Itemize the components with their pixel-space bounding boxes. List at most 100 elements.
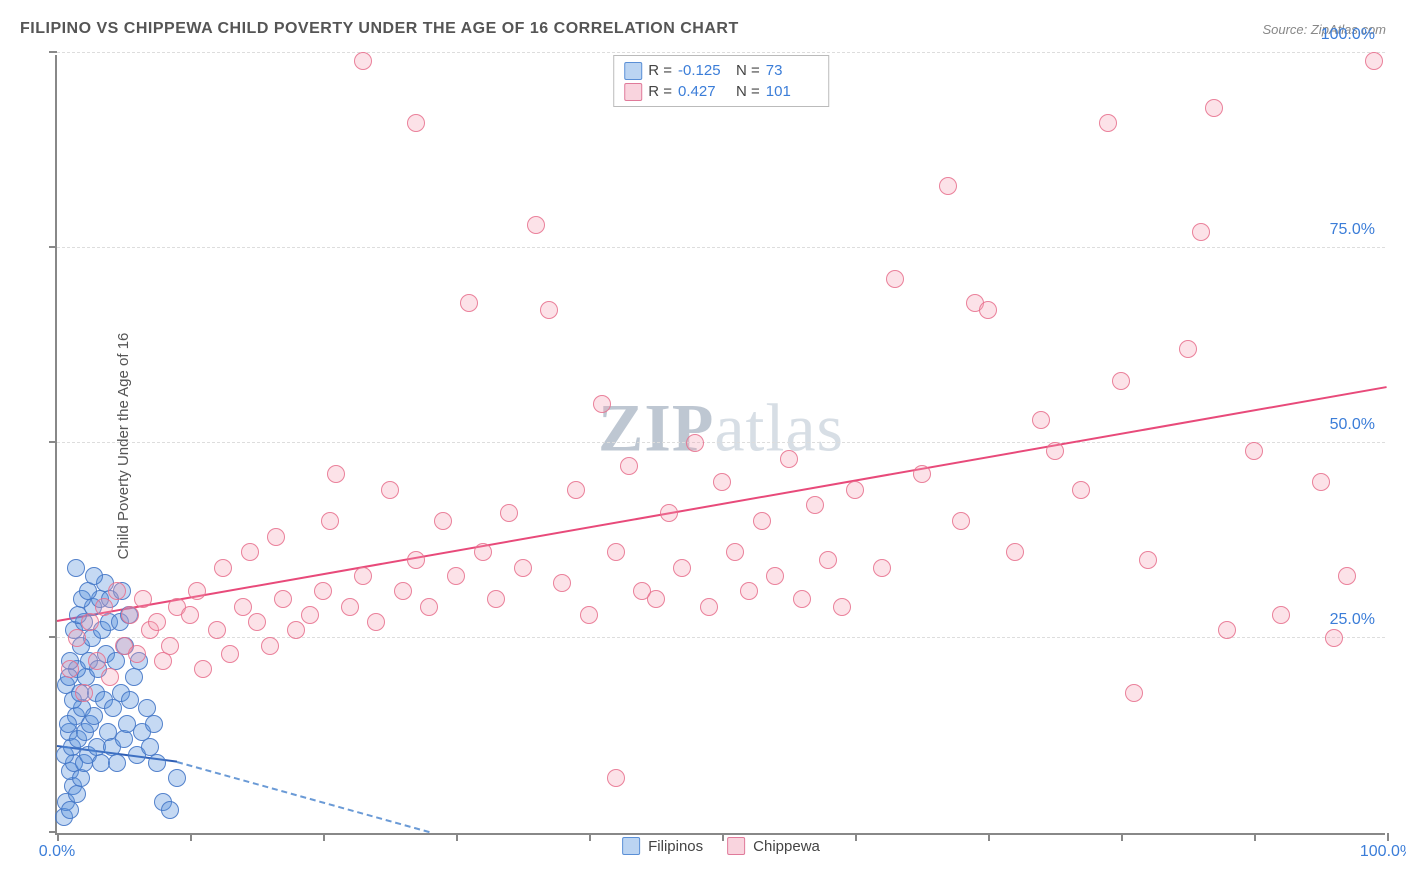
data-point [434, 512, 452, 530]
data-point [121, 691, 139, 709]
data-point [354, 52, 372, 70]
data-point [267, 528, 285, 546]
data-point [354, 567, 372, 585]
data-point [394, 582, 412, 600]
data-point [1272, 606, 1290, 624]
data-point [593, 395, 611, 413]
x-tick [1387, 833, 1389, 841]
trend-line [57, 386, 1387, 622]
data-point [766, 567, 784, 585]
data-point [341, 598, 359, 616]
data-point [148, 754, 166, 772]
data-point [460, 294, 478, 312]
y-tick-label: 100.0% [1321, 26, 1375, 44]
data-point [1312, 473, 1330, 491]
data-point [540, 301, 558, 319]
legend-swatch [624, 62, 642, 80]
data-point [108, 582, 126, 600]
data-point [168, 769, 186, 787]
legend-swatch [624, 83, 642, 101]
data-point [620, 457, 638, 475]
legend-item: Filipinos [622, 837, 703, 855]
data-point [700, 598, 718, 616]
data-point [952, 512, 970, 530]
x-tick [190, 833, 192, 841]
x-tick [855, 833, 857, 841]
data-point [67, 559, 85, 577]
data-point [567, 481, 585, 499]
x-tick [57, 833, 59, 841]
data-point [241, 543, 259, 561]
data-point [1365, 52, 1383, 70]
data-point [145, 715, 163, 733]
gridline [57, 247, 1385, 248]
data-point [59, 715, 77, 733]
n-value: 73 [766, 60, 818, 81]
y-tick-label: 50.0% [1330, 416, 1375, 434]
data-point [793, 590, 811, 608]
data-point [121, 606, 139, 624]
data-point [367, 613, 385, 631]
data-point [1205, 99, 1223, 117]
y-tick [49, 441, 57, 443]
y-tick-label: 75.0% [1330, 221, 1375, 239]
data-point [1006, 543, 1024, 561]
legend-swatch [622, 837, 640, 855]
x-tick-label: 0.0% [39, 843, 75, 861]
data-point [647, 590, 665, 608]
data-point [673, 559, 691, 577]
r-label: R = [648, 81, 672, 102]
y-tick [49, 246, 57, 248]
data-point [381, 481, 399, 499]
legend-label: Filipinos [648, 838, 703, 855]
gridline [57, 637, 1385, 638]
n-label: N = [736, 60, 760, 81]
x-tick [1121, 833, 1123, 841]
data-point [780, 450, 798, 468]
data-point [161, 637, 179, 655]
data-point [154, 652, 172, 670]
data-point [1325, 629, 1343, 647]
series-legend: FilipinosChippewa [622, 837, 820, 855]
data-point [819, 551, 837, 569]
data-point [846, 481, 864, 499]
data-point [1139, 551, 1157, 569]
data-point [686, 434, 704, 452]
gridline [57, 442, 1385, 443]
r-label: R = [648, 60, 672, 81]
data-point [1218, 621, 1236, 639]
n-value: 101 [766, 81, 818, 102]
data-point [88, 652, 106, 670]
data-point [115, 730, 133, 748]
x-tick-label: 100.0% [1360, 843, 1406, 861]
data-point [101, 668, 119, 686]
x-tick [456, 833, 458, 841]
data-point [1192, 223, 1210, 241]
data-point [726, 543, 744, 561]
data-point [939, 177, 957, 195]
data-point [75, 684, 93, 702]
data-point [1338, 567, 1356, 585]
y-tick-label: 25.0% [1330, 611, 1375, 629]
data-point [214, 559, 232, 577]
data-point [85, 567, 103, 585]
stats-legend-row: R =0.427N =101 [624, 81, 818, 102]
r-value: 0.427 [678, 81, 730, 102]
data-point [85, 707, 103, 725]
data-point [261, 637, 279, 655]
data-point [873, 559, 891, 577]
x-tick [988, 833, 990, 841]
x-tick [589, 833, 591, 841]
data-point [500, 504, 518, 522]
data-point [68, 785, 86, 803]
data-point [81, 613, 99, 631]
data-point [128, 645, 146, 663]
data-point [104, 699, 122, 717]
data-point [447, 567, 465, 585]
r-value: -0.125 [678, 60, 730, 81]
data-point [72, 769, 90, 787]
data-point [1245, 442, 1263, 460]
data-point [487, 590, 505, 608]
data-point [321, 512, 339, 530]
data-point [79, 582, 97, 600]
